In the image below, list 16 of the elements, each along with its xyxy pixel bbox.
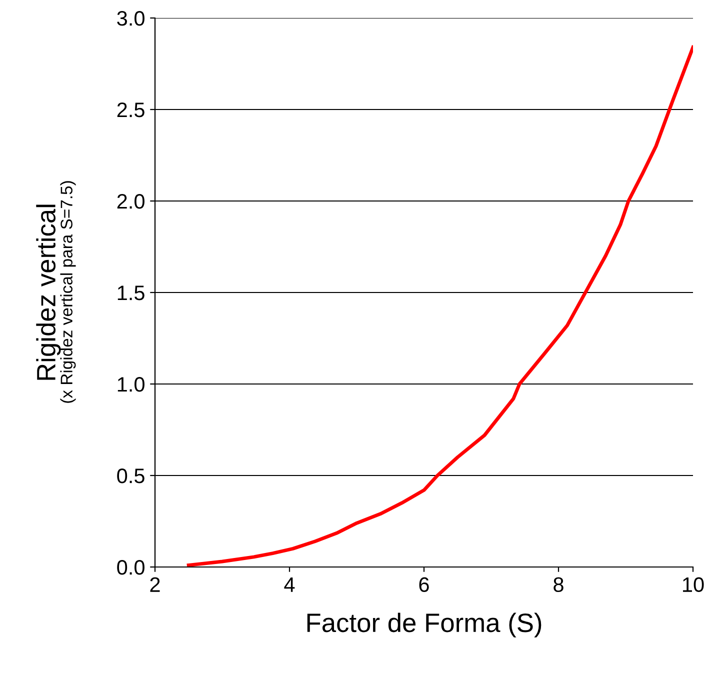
x-axis-title: Factor de Forma (S) [307,612,542,638]
y-tick-label: 1.5 [118,286,144,300]
y-tick-label: 0.5 [117,468,144,484]
x-tick-label: 2 [150,577,160,592]
y-tick-label: 0.0 [117,560,144,575]
line-series [186,46,693,567]
x-tick-label: 8 [554,577,564,592]
y-axis-title: Rigidez vertical [36,204,61,380]
y-tick-label: 2.0 [117,194,144,209]
text: (x Rigidez vertical para S=7.5) [60,181,76,403]
y-tick-label: 3.0 [117,11,144,26]
x-tick-label: 10 [683,577,704,592]
y-tick-label: 2.5 [117,102,144,118]
x-tick-label: 6 [419,577,429,592]
x-tick-label: 4 [284,577,295,592]
y-tick-label: 1.0 [118,377,144,392]
